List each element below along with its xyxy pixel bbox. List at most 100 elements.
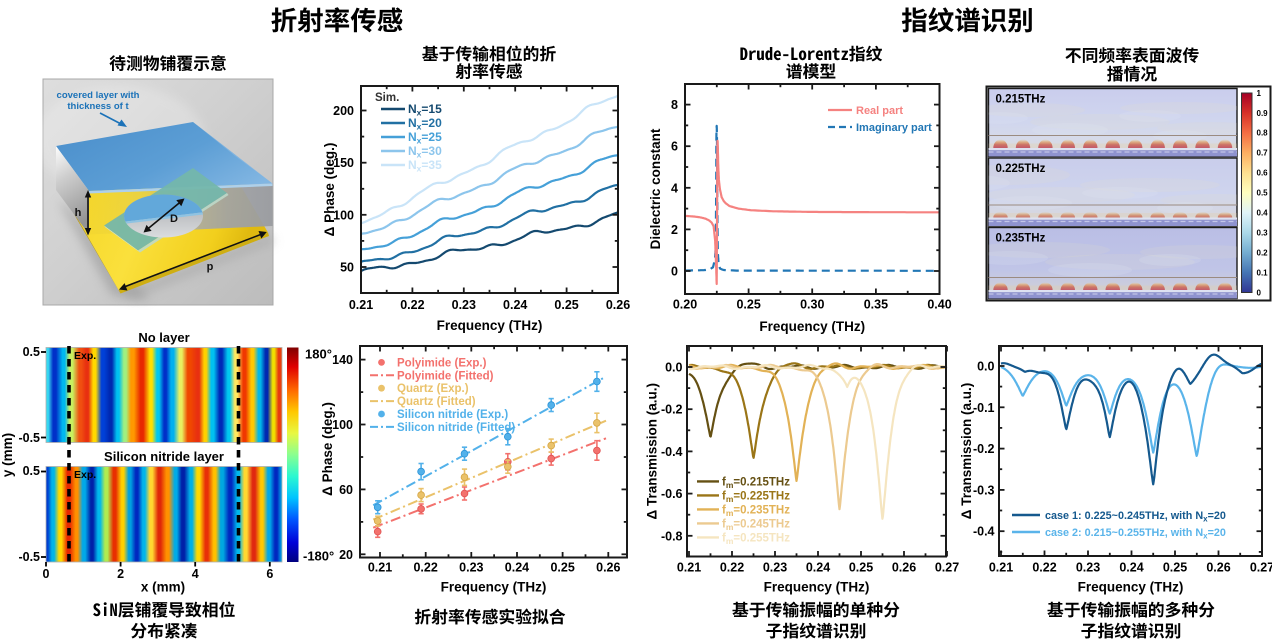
svg-text:Frequency (THz): Frequency (THz) xyxy=(441,580,547,595)
svg-text:0.215THz: 0.215THz xyxy=(996,94,1046,106)
svg-text:0.5: 0.5 xyxy=(23,345,40,359)
svg-text:0.5: 0.5 xyxy=(1257,189,1269,198)
svg-text:0.22: 0.22 xyxy=(413,561,437,575)
svg-text:2: 2 xyxy=(117,567,124,581)
svg-text:0.9: 0.9 xyxy=(1257,109,1269,118)
svg-text:Frequency (THz): Frequency (THz) xyxy=(437,318,543,333)
svg-text:Nx=35: Nx=35 xyxy=(408,158,442,174)
svg-text:0.1: 0.1 xyxy=(1257,268,1269,277)
svg-text:case 2: 0.215~0.255THz, with N: case 2: 0.215~0.255THz, with Nx=20 xyxy=(1045,527,1226,541)
svg-text:fm=0.215THz: fm=0.215THz xyxy=(722,476,790,490)
svg-text:Quartz (Fitted): Quartz (Fitted) xyxy=(397,396,476,408)
svg-text:100: 100 xyxy=(332,418,353,432)
svg-text:180°: 180° xyxy=(305,347,332,362)
svg-text:Δ Phase (deg.): Δ Phase (deg.) xyxy=(320,402,335,496)
svg-text:Nx=15: Nx=15 xyxy=(408,102,442,118)
svg-text:20: 20 xyxy=(339,548,353,562)
svg-text:Imaginary part: Imaginary part xyxy=(856,122,932,134)
svg-text:0.27: 0.27 xyxy=(1250,561,1272,575)
svg-text:fm=0.245THz: fm=0.245THz xyxy=(722,518,790,532)
svg-text:0.21: 0.21 xyxy=(677,561,701,575)
svg-text:0.24: 0.24 xyxy=(806,561,830,575)
svg-text:0.6: 0.6 xyxy=(1257,169,1269,178)
svg-text:Silicon nitride (Exp.): Silicon nitride (Exp.) xyxy=(397,409,508,421)
svg-text:0.4: 0.4 xyxy=(1257,209,1269,218)
svg-text:-0.3: -0.3 xyxy=(973,483,995,497)
svg-text:Δ Transmission (a.u.): Δ Transmission (a.u.) xyxy=(645,383,660,519)
svg-text:4: 4 xyxy=(192,567,199,581)
svg-text:0.7: 0.7 xyxy=(1257,149,1269,158)
svg-text:Exp.: Exp. xyxy=(74,350,96,362)
svg-text:-0.4: -0.4 xyxy=(973,525,995,539)
svg-text:covered layer with: covered layer with xyxy=(57,90,140,101)
svg-text:fm=0.235THz: fm=0.235THz xyxy=(722,504,790,518)
svg-text:0.22: 0.22 xyxy=(1032,561,1056,575)
svg-text:0.21: 0.21 xyxy=(368,561,392,575)
svg-text:0.23: 0.23 xyxy=(459,561,483,575)
svg-text:Polyimide (Exp.): Polyimide (Exp.) xyxy=(397,357,487,369)
svg-text:60: 60 xyxy=(339,483,353,497)
svg-text:-0.5: -0.5 xyxy=(18,431,40,445)
svg-text:Silicon nitride (Fitted): Silicon nitride (Fitted) xyxy=(397,422,515,434)
svg-text:-0.6: -0.6 xyxy=(661,487,683,501)
svg-text:6: 6 xyxy=(671,140,678,154)
svg-text:0.21: 0.21 xyxy=(349,298,373,312)
svg-text:p: p xyxy=(207,261,214,273)
svg-text:D: D xyxy=(170,213,178,225)
svg-text:Dielectric constant: Dielectric constant xyxy=(648,128,663,249)
svg-text:-0.2: -0.2 xyxy=(973,442,995,456)
svg-text:0.25: 0.25 xyxy=(1163,561,1187,575)
svg-text:0: 0 xyxy=(1257,288,1262,297)
svg-text:Quartz (Exp.): Quartz (Exp.) xyxy=(397,383,469,395)
svg-text:Frequency (THz): Frequency (THz) xyxy=(764,580,870,595)
svg-text:-0.1: -0.1 xyxy=(973,401,995,415)
svg-text:140: 140 xyxy=(332,353,353,367)
svg-text:0: 0 xyxy=(43,567,50,581)
svg-text:0.8: 0.8 xyxy=(1257,129,1269,138)
svg-text:0.24: 0.24 xyxy=(503,298,527,312)
svg-text:0.26: 0.26 xyxy=(606,298,630,312)
svg-text:Δ Transmission (a.u.): Δ Transmission (a.u.) xyxy=(959,383,974,519)
svg-text:0.25: 0.25 xyxy=(849,561,873,575)
svg-text:100: 100 xyxy=(333,208,354,222)
svg-text:Nx=30: Nx=30 xyxy=(408,144,442,160)
svg-text:Frequency (THz): Frequency (THz) xyxy=(759,319,865,334)
svg-text:0.22: 0.22 xyxy=(400,298,424,312)
svg-text:0.40: 0.40 xyxy=(927,298,951,312)
svg-text:Nx=20: Nx=20 xyxy=(408,116,442,132)
svg-text:8: 8 xyxy=(671,98,678,112)
svg-text:0.23: 0.23 xyxy=(763,561,787,575)
svg-text:0.0: 0.0 xyxy=(977,360,994,374)
svg-text:50: 50 xyxy=(340,261,354,275)
svg-text:0: 0 xyxy=(671,265,678,279)
svg-text:0.23: 0.23 xyxy=(1076,561,1100,575)
svg-text:No layer: No layer xyxy=(138,330,189,345)
svg-text:0.225THz: 0.225THz xyxy=(996,163,1046,175)
svg-text:0.27: 0.27 xyxy=(935,561,959,575)
svg-text:0.5: 0.5 xyxy=(23,464,40,478)
svg-text:0.2: 0.2 xyxy=(1257,248,1269,257)
svg-text:200: 200 xyxy=(333,104,354,118)
svg-text:0.24: 0.24 xyxy=(505,561,529,575)
svg-text:fm=0.225THz: fm=0.225THz xyxy=(722,490,790,504)
svg-text:0.21: 0.21 xyxy=(989,561,1013,575)
svg-text:0.20: 0.20 xyxy=(673,298,697,312)
svg-text:0.235THz: 0.235THz xyxy=(996,233,1046,245)
svg-text:150: 150 xyxy=(333,156,354,170)
svg-text:Exp.: Exp. xyxy=(74,469,96,481)
svg-text:fm=0.255THz: fm=0.255THz xyxy=(722,532,790,546)
svg-text:Real part: Real part xyxy=(856,105,903,117)
svg-text:0.26: 0.26 xyxy=(1206,561,1230,575)
svg-text:Polyimide (Fitted): Polyimide (Fitted) xyxy=(397,370,494,382)
svg-text:0.22: 0.22 xyxy=(720,561,744,575)
svg-text:0.24: 0.24 xyxy=(1119,561,1143,575)
svg-text:-0.2: -0.2 xyxy=(661,403,683,417)
svg-text:0.25: 0.25 xyxy=(550,561,574,575)
svg-text:case 1: 0.225~0.245THz, with N: case 1: 0.225~0.245THz, with Nx=20 xyxy=(1045,510,1226,524)
svg-text:0.23: 0.23 xyxy=(452,298,476,312)
svg-text:Δ Phase (deg.): Δ Phase (deg.) xyxy=(322,143,337,237)
svg-text:2: 2 xyxy=(671,223,678,237)
svg-text:0.26: 0.26 xyxy=(892,561,916,575)
svg-text:h: h xyxy=(75,207,82,219)
svg-text:x (mm): x (mm) xyxy=(141,580,185,595)
